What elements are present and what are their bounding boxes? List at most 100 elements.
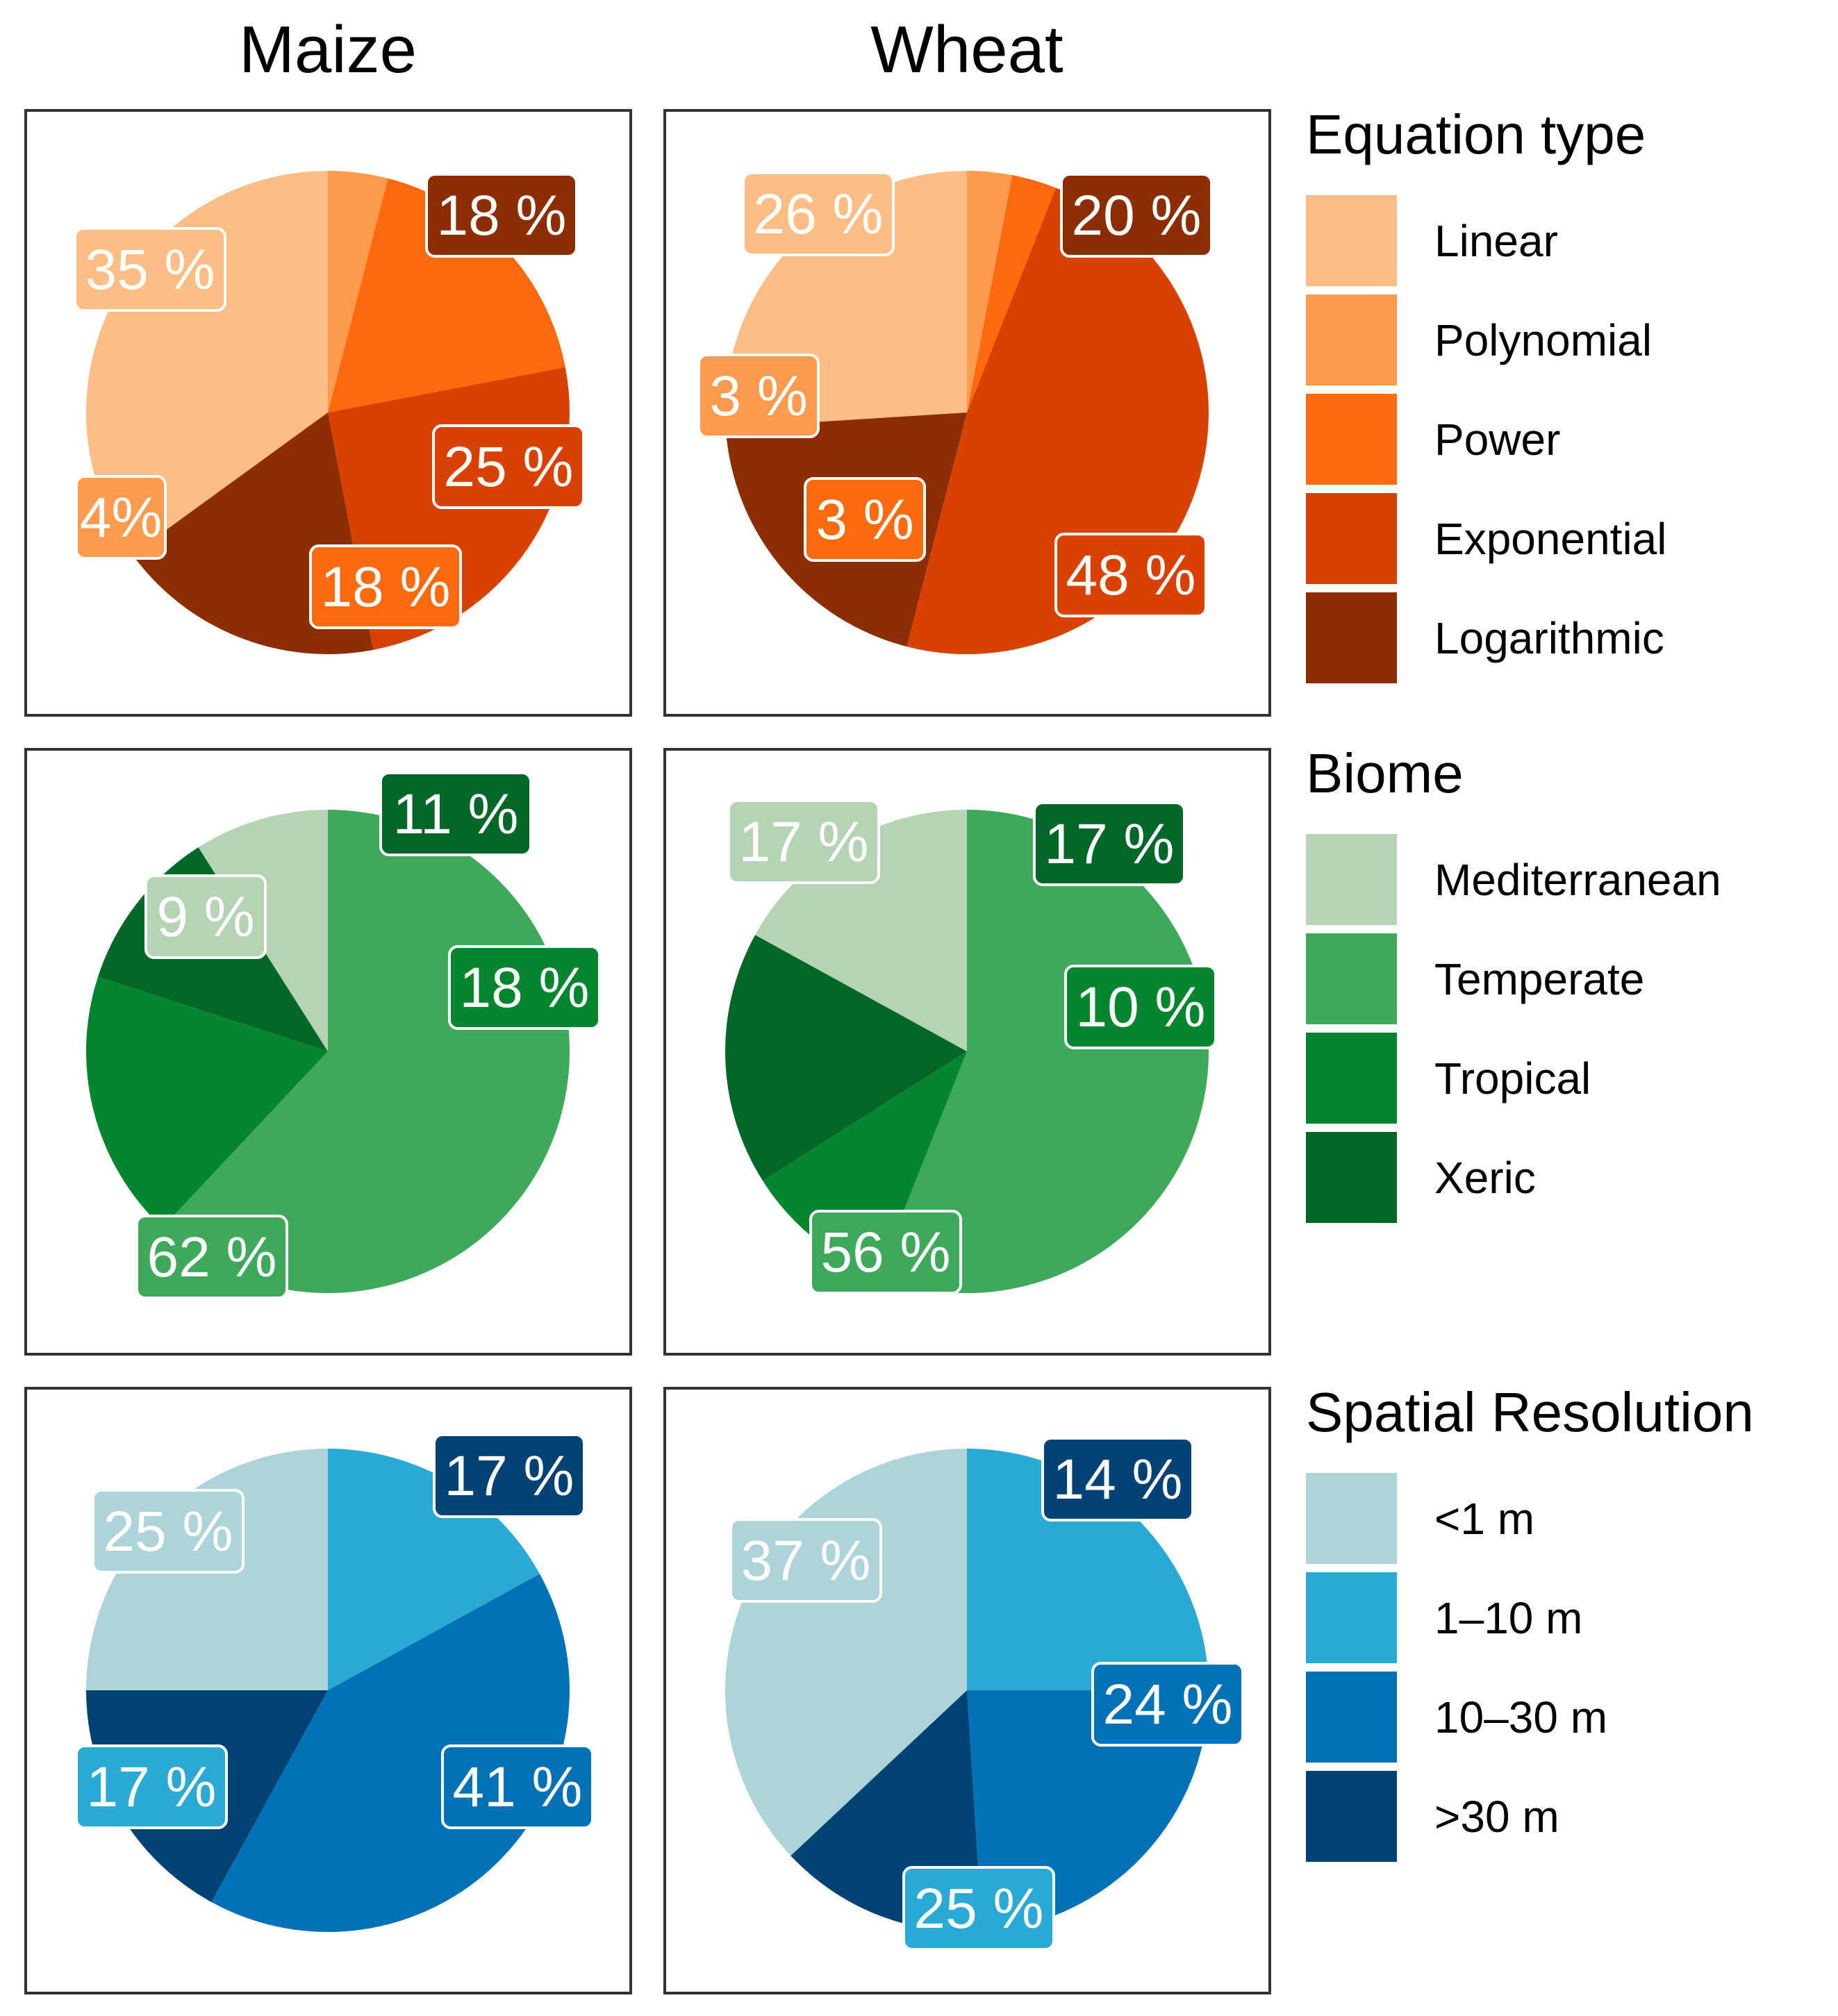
legend-label-gt-30-m: >30 m	[1434, 1792, 1559, 1842]
pie-label-wheat-xeric: 17 %	[1045, 813, 1175, 876]
legend-label-1-10-m: 1–10 m	[1434, 1593, 1582, 1643]
legend-swatch-10-30-m	[1306, 1672, 1397, 1763]
legend-label-linear: Linear	[1434, 216, 1558, 266]
legend-label-exponential: Exponential	[1434, 514, 1666, 564]
legend-label-power: Power	[1434, 415, 1560, 465]
pie-label-box-wheat-lt-1-m	[729, 1518, 882, 1603]
pie-label-wheat-10-30-m: 24 %	[1103, 1673, 1233, 1736]
pie-slice-maize-10-30-m	[211, 1574, 570, 1933]
pie-label-maize-gt-30-m: 17 %	[445, 1444, 574, 1508]
legend-swatch-linear	[1306, 195, 1397, 286]
pie-slice-wheat-1-10-m	[967, 1449, 1209, 1690]
pie-label-maize-mediterranean: 9 %	[156, 885, 254, 949]
pie-label-box-maize-logarithmic	[425, 173, 578, 258]
pie-slice-wheat-temperate	[877, 810, 1209, 1294]
pie-label-box-maize-linear	[74, 227, 226, 312]
pie-label-box-maize-xeric	[379, 772, 532, 856]
pie-label-maize-logarithmic: 18 %	[437, 184, 567, 247]
pie-label-wheat-temperate: 56 %	[821, 1221, 951, 1284]
legend-swatch-1-10-m	[1306, 1572, 1397, 1663]
legend-label-polynomial: Polynomial	[1434, 315, 1652, 365]
pie-label-wheat-gt-30-m: 14 %	[1053, 1448, 1183, 1511]
pie-label-maize-linear: 35 %	[85, 238, 215, 301]
pie-label-box-wheat-10-30-m	[1091, 1662, 1244, 1747]
legend-label-10-30-m: 10–30 m	[1434, 1692, 1607, 1742]
pie-label-wheat-1-10-m: 25 %	[914, 1877, 1044, 1940]
legend-label-lt-1-m: <1 m	[1434, 1494, 1534, 1544]
legend-swatch-exponential	[1306, 493, 1397, 584]
pie-maize-spatial-resolution: 25 % 17 % 41 % 17 %	[75, 1433, 594, 1933]
legend-title-biome: Biome	[1306, 742, 1464, 804]
pie-label-box-wheat-temperate	[809, 1210, 962, 1294]
legend-swatch-temperate	[1306, 933, 1397, 1024]
legend-swatch-polynomial	[1306, 294, 1397, 385]
pie-label-box-wheat-linear	[742, 172, 895, 256]
column-title-wheat: Wheat	[870, 13, 1063, 87]
pie-label-box-maize-1-10-m	[75, 1744, 228, 1829]
pie-label-wheat-tropical: 10 %	[1076, 976, 1206, 1039]
pie-label-maize-lt-1-m: 25 %	[104, 1500, 233, 1563]
pie-label-box-wheat-tropical	[1064, 965, 1217, 1049]
pie-slice-wheat-power	[967, 175, 1057, 413]
pie-slice-maize-power	[328, 178, 565, 413]
pie-wheat-biome: 17 % 56 % 10 % 17 %	[725, 799, 1217, 1294]
pie-label-box-wheat-1-10-m	[902, 1866, 1055, 1951]
pie-slice-maize-polynomial	[328, 171, 388, 413]
pie-label-box-maize-temperate	[135, 1215, 288, 1299]
legend-biome: Biome Mediterranean Temperate Tropical Xeric	[1306, 742, 1721, 1223]
legend-label-xeric: Xeric	[1434, 1153, 1536, 1203]
legend-label-logarithmic: Logarithmic	[1434, 613, 1664, 663]
pie-label-box-maize-tropical	[448, 945, 601, 1030]
legend-swatch-power	[1306, 394, 1397, 485]
pie-slice-wheat-polynomial	[967, 171, 1013, 413]
pie-label-wheat-exponential: 48 %	[1066, 544, 1196, 607]
pie-label-box-wheat-xeric	[1033, 801, 1186, 886]
pie-label-wheat-power: 3 %	[815, 488, 913, 551]
legend-swatch-xeric	[1306, 1132, 1397, 1223]
pie-maize-biome: 9 % 62 % 18 % 11 %	[85, 772, 601, 1299]
legend-swatch-mediterranean	[1306, 834, 1397, 925]
pie-label-box-maize-exponential	[432, 424, 585, 509]
legend-label-mediterranean: Mediterranean	[1434, 855, 1721, 905]
legend-label-temperate: Temperate	[1434, 954, 1644, 1004]
pie-label-maize-10-30-m: 41 %	[453, 1756, 583, 1819]
pie-label-maize-exponential: 25 %	[444, 435, 574, 499]
legend-equation-type: Equation type Linear Polynomial Power Expone…	[1306, 103, 1666, 683]
pie-label-box-wheat-mediterranean	[727, 799, 880, 884]
pie-label-box-wheat-exponential	[1054, 533, 1207, 617]
pie-label-wheat-mediterranean: 17 %	[739, 810, 869, 874]
pie-label-box-wheat-gt-30-m	[1041, 1437, 1194, 1522]
pie-label-maize-power: 18 %	[321, 556, 451, 619]
column-title-maize: Maize	[239, 13, 417, 87]
pie-label-box-maize-10-30-m	[441, 1744, 594, 1829]
pie-label-box-maize-gt-30-m	[433, 1433, 586, 1518]
pie-label-maize-polynomial: 4%	[80, 486, 163, 549]
legend-swatch-gt-30-m	[1306, 1771, 1397, 1862]
pie-slice-wheat-xeric	[725, 935, 967, 1181]
pie-label-maize-tropical: 18 %	[460, 956, 590, 1019]
legend-swatch-tropical	[1306, 1033, 1397, 1124]
pie-slice-maize-tropical	[85, 976, 328, 1228]
pie-label-maize-xeric: 11 %	[393, 783, 519, 846]
pie-label-box-wheat-polynomial	[697, 353, 820, 438]
pie-label-wheat-logarithmic: 20 %	[1072, 184, 1202, 247]
pie-label-wheat-lt-1-m: 37 %	[741, 1529, 871, 1592]
pie-wheat-spatial-resolution: 37 % 25 % 24 % 14 %	[725, 1437, 1244, 1951]
pie-slice-maize-temperate	[162, 810, 570, 1293]
legend-label-tropical: Tropical	[1434, 1053, 1591, 1103]
pie-label-box-wheat-logarithmic	[1060, 173, 1213, 258]
pie-label-box-wheat-power	[804, 477, 926, 562]
legend-spatial-resolution: Spatial Resolution <1 m 1–10 m 10–30 m >30 m	[1306, 1381, 1754, 1862]
pie-label-box-maize-mediterranean	[144, 874, 267, 959]
pie-wheat-equation-type: 26 % 3 %3 % 48 % 20 %	[697, 171, 1213, 655]
pie-maize-equation-type: 35 % 4% 18 % 25 % 18 %	[74, 171, 585, 654]
pie-label-wheat-linear: 26 %	[754, 183, 884, 246]
pie-label-box-maize-lt-1-m	[92, 1489, 245, 1574]
pie-label-maize-temperate: 62 %	[147, 1226, 277, 1289]
legend-swatch-lt-1-m	[1306, 1473, 1397, 1564]
legend-title-equation-type: Equation type	[1306, 103, 1646, 165]
pie-label-maize-1-10-m: 17 %	[87, 1756, 217, 1819]
pie-label-box-maize-power	[309, 544, 462, 629]
pie-label-box-maize-polynomial	[75, 475, 167, 560]
legend-swatch-logarithmic	[1306, 592, 1397, 683]
